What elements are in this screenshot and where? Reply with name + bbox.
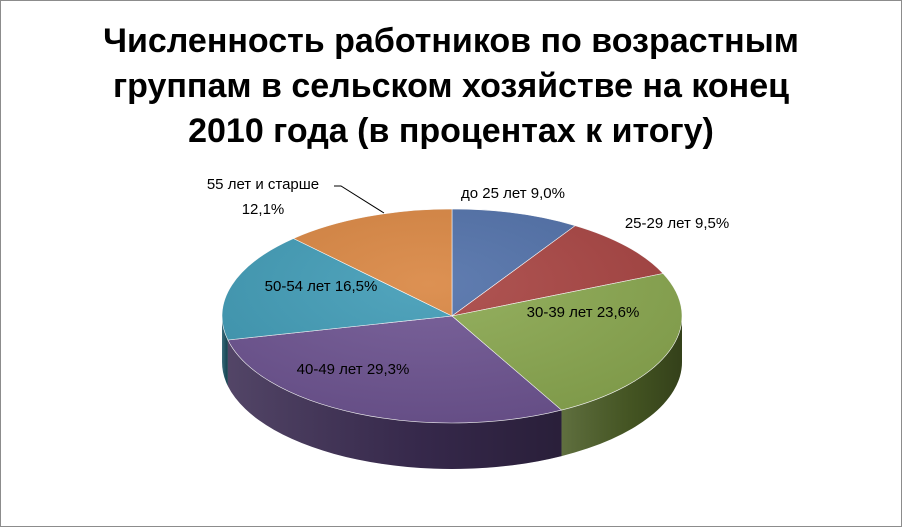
slice-category: до 25 лет [461, 185, 531, 202]
chart-title: Численность работников по возрастным гру… [103, 22, 799, 150]
slice-label-30-39: 30-39 лет 23,6% [527, 304, 640, 321]
slice-category: 25-29 лет [625, 215, 695, 232]
slice-label-25-29: 25-29 лет 9,5% [625, 215, 729, 232]
slice-value: 9,5% [695, 215, 729, 232]
slice-label-40-49: 40-49 лет 29,3% [297, 361, 410, 378]
slice-category: 30-39 лет [527, 304, 597, 321]
slice-label-25: до 25 лет 9,0% [461, 185, 565, 202]
slice-value: 29,3% [367, 361, 410, 378]
slice-value: 16,5% [335, 278, 378, 295]
slice-value-55: 12,1% [242, 201, 285, 218]
slice-value: 9,0% [531, 185, 565, 202]
slice-category: 40-49 лет [297, 361, 367, 378]
slice-value: 23,6% [597, 304, 640, 321]
slice-label-55: 55 лет и старше [207, 176, 319, 193]
pie-side-shade-50-54 [222, 316, 228, 386]
leader-line-55 [334, 185, 385, 214]
pie-side-shade-30-39 [561, 316, 682, 457]
slice-category: 50-54 лет [265, 278, 335, 295]
slice-label-50-54: 50-54 лет 16,5% [265, 278, 378, 295]
pie-top-shade [222, 209, 682, 423]
pie-side-shade-40-49 [227, 339, 562, 469]
